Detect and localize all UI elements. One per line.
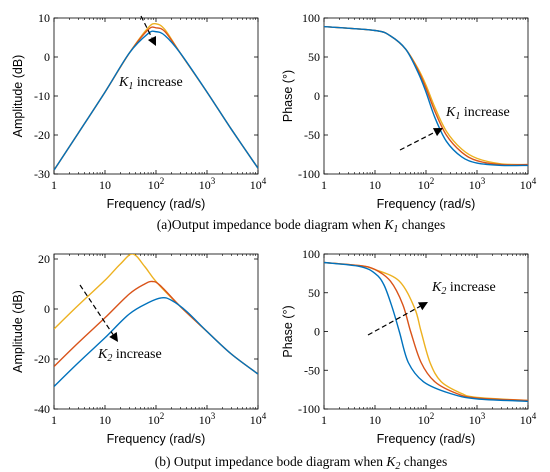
caption-b: (b) Output impedance bode diagram when K… [155,454,448,472]
y-tick-label: -50 [304,128,320,142]
series-line-3 [324,25,528,167]
x-axis-label: Frequency (rad/s) [107,197,206,211]
x-tick-label: 1 [321,178,327,192]
y-tick-label: -20 [34,128,50,142]
x-tick-label: 10 [99,178,111,192]
x-axis-label: Frequency (rad/s) [107,432,206,446]
y-tick-label: 50 [308,286,320,300]
x-tick-label: 102 [148,411,165,427]
x-tick-label: 10 [99,413,111,427]
y-tick-label: -100 [298,167,320,181]
x-tick-label: 102 [418,411,435,427]
x-tick-label: 104 [250,176,267,192]
x-tick-label: 10 [369,413,381,427]
y-axis-label: Phase (°) [281,305,295,357]
y-tick-label: -100 [298,402,320,416]
y-tick-label: 10 [38,11,50,25]
x-tick-label: 1 [51,413,57,427]
y-tick-label: 0 [44,50,50,64]
y-axis-label: Phase (°) [281,70,295,122]
plot-1: 1 10 102 103 104 10 0 -10 -20 -30 Frequency (rad/s… [11,11,267,211]
x-tick-label: 103 [469,411,486,427]
annotation-text: K1 increase [445,105,510,122]
series-line-3 [54,296,258,388]
x-axis-label: Frequency (rad/s) [377,432,476,446]
arrow-head [432,128,443,137]
y-tick-label: -30 [34,167,50,181]
y-tick-label: -20 [34,352,50,366]
y-tick-label: -10 [34,89,50,103]
axes-box [53,253,259,410]
annotation-text: K1 increase [118,75,183,92]
y-tick-label: -40 [34,402,50,416]
axes-box [323,17,529,175]
annotation-text: K2 increase [97,347,162,364]
arrow-line [367,305,421,336]
arrow-line [399,131,436,151]
x-tick-label: 103 [469,176,486,192]
x-tick-label: 1 [51,178,57,192]
y-tick-label: 100 [302,247,320,261]
y-tick-label: 50 [308,50,320,64]
x-tick-label: 102 [148,176,165,192]
arrow-head [417,302,428,311]
x-tick-label: 104 [520,176,537,192]
y-tick-label: 20 [38,252,50,266]
x-tick-label: 104 [250,411,267,427]
y-tick-label: 0 [314,89,320,103]
x-tick-label: 102 [418,176,435,192]
x-tick-label: 103 [199,411,216,427]
caption-a: (a)Output impedance bode diagram when K1… [157,217,445,235]
arrow-line [140,15,153,39]
plot-4: 1 10 102 103 104 100 50 0 -50 -100 Frequency (rad/… [281,247,537,446]
axes-box [323,253,529,410]
y-tick-label: -50 [304,363,320,377]
series-line-3 [54,30,258,171]
y-tick-label: 100 [302,11,320,25]
y-tick-label: 0 [44,302,50,316]
arrow-head [109,332,118,342]
series-line-3 [324,261,528,402]
plot-3: 1 10 102 103 104 20 0 -20 -40 Frequency (rad/s) Am… [11,252,267,446]
arrow-line [79,284,114,335]
y-tick-label: 0 [314,325,320,339]
series-line-2 [324,261,528,402]
x-axis-label: Frequency (rad/s) [377,197,476,211]
annotation-text: K2 increase [431,280,496,297]
x-tick-label: 1 [321,413,327,427]
y-axis-label: Amplitude (dB) [11,55,25,138]
x-tick-label: 103 [199,176,216,192]
plot-2: 1 10 102 103 104 100 50 0 -50 -100 Frequency (rad/… [281,11,537,211]
x-tick-label: 10 [369,178,381,192]
x-tick-label: 104 [520,411,537,427]
y-axis-label: Amplitude (dB) [11,290,25,373]
arrow-head [147,35,156,46]
